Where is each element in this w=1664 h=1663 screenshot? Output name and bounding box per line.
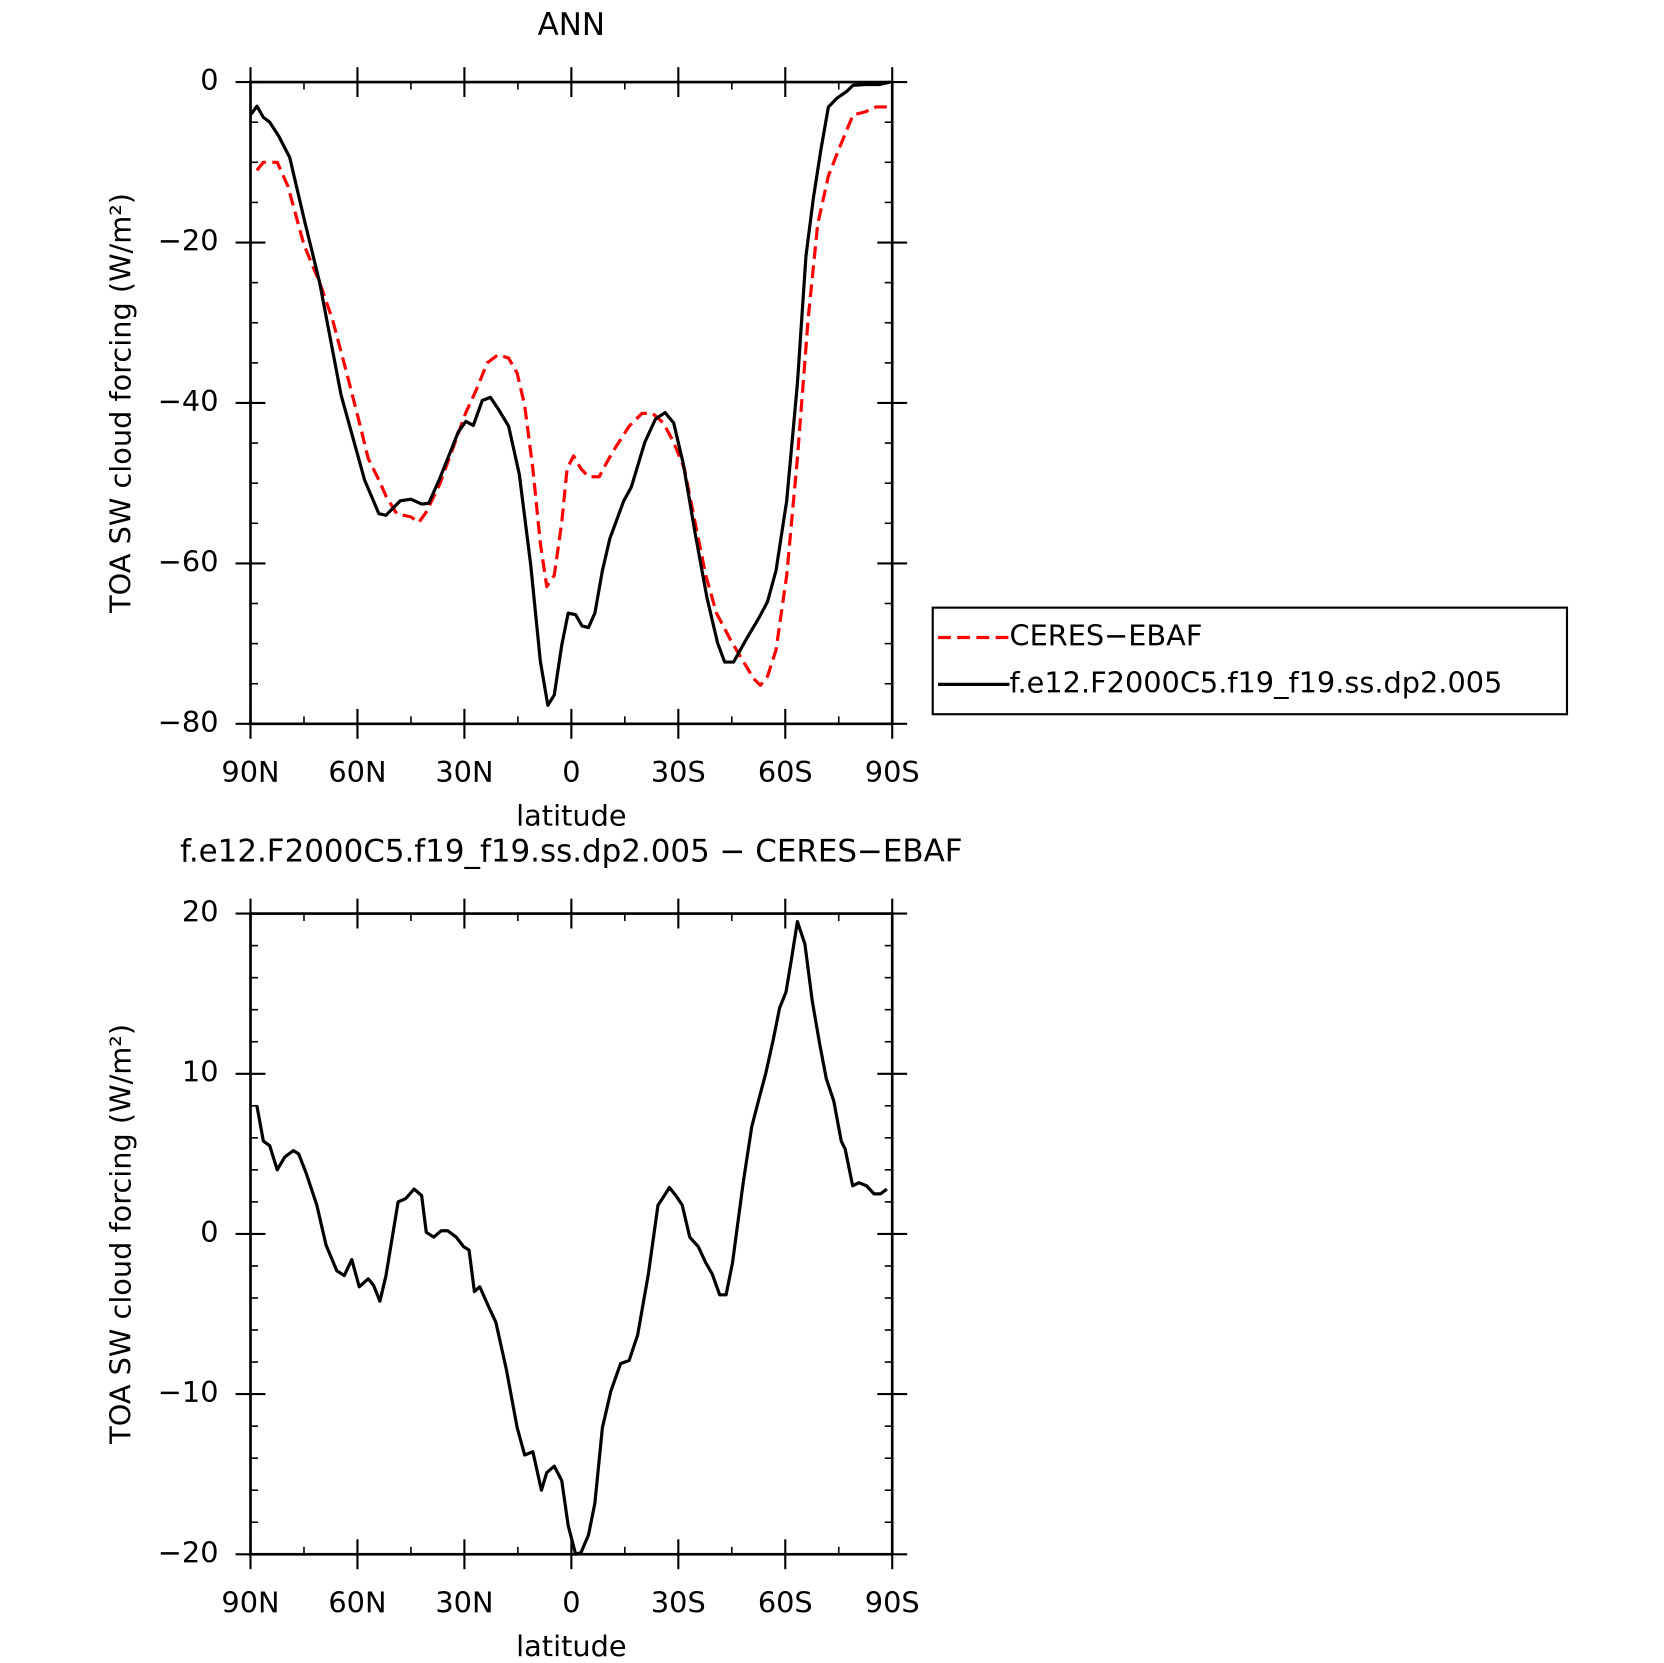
y-tick-label: −80 bbox=[158, 705, 219, 739]
data-line bbox=[255, 105, 887, 687]
y-tick-label: −60 bbox=[158, 544, 219, 578]
y-tick-label: −10 bbox=[158, 1375, 219, 1409]
x-tick-label: 0 bbox=[562, 755, 580, 789]
y-axis-label: TOA SW cloud forcing (W/m²) bbox=[104, 193, 138, 614]
x-tick-label: 30S bbox=[651, 755, 706, 789]
x-tick-label: 60N bbox=[328, 755, 386, 789]
y-tick-label: 0 bbox=[200, 63, 218, 97]
chart-title: ANN bbox=[538, 7, 605, 43]
chart-title: f.e12.F2000C5.f19_f19.ss.dp2.005 − CERES… bbox=[180, 833, 962, 869]
x-tick-label: 30N bbox=[435, 1585, 493, 1619]
x-tick-label: 0 bbox=[562, 1585, 580, 1619]
y-tick-label: −40 bbox=[158, 384, 219, 418]
y-axis-label: TOA SW cloud forcing (W/m²) bbox=[104, 1024, 138, 1445]
plot-frame bbox=[249, 80, 894, 726]
legend-label: CERES−EBAF bbox=[1009, 618, 1202, 652]
y-tick-label: −20 bbox=[158, 224, 219, 258]
y-tick-label: 10 bbox=[182, 1055, 219, 1089]
y-tick-label: 0 bbox=[200, 1215, 218, 1249]
data-line bbox=[249, 80, 891, 707]
x-tick-label: 30N bbox=[435, 755, 493, 789]
x-tick-label: 90S bbox=[865, 1585, 920, 1619]
x-tick-label: 90N bbox=[221, 755, 279, 789]
x-tick-label: 60S bbox=[758, 755, 813, 789]
legend-label: f.e12.F2000C5.f19_f19.ss.dp2.005 bbox=[1009, 665, 1502, 699]
legend-box bbox=[931, 606, 1569, 716]
x-tick-label: 60S bbox=[758, 1585, 813, 1619]
x-tick-label: 90N bbox=[221, 1585, 279, 1619]
x-axis-label: latitude bbox=[516, 799, 626, 833]
plot-frame bbox=[249, 912, 894, 1556]
x-tick-label: 90S bbox=[865, 755, 920, 789]
y-tick-label: −20 bbox=[158, 1535, 219, 1569]
y-tick-label: 20 bbox=[182, 895, 219, 929]
x-tick-label: 30S bbox=[651, 1585, 706, 1619]
x-axis-label: latitude bbox=[516, 1629, 626, 1663]
data-line bbox=[255, 919, 888, 1556]
x-tick-label: 60N bbox=[328, 1585, 386, 1619]
